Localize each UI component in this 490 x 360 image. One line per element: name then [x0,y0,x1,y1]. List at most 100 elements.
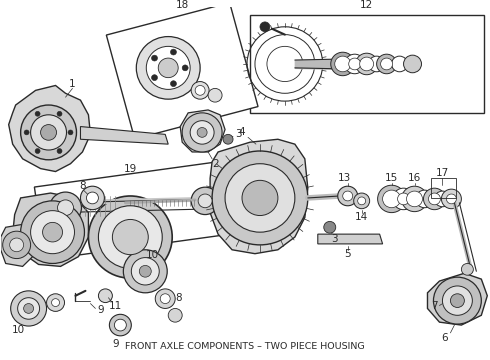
Circle shape [416,190,434,208]
Circle shape [392,188,415,210]
Circle shape [335,56,351,72]
Circle shape [442,286,472,315]
Circle shape [428,193,441,205]
Circle shape [49,192,81,223]
Circle shape [462,264,473,275]
Circle shape [57,200,74,216]
Circle shape [98,206,162,268]
Circle shape [18,298,40,319]
Circle shape [441,189,462,209]
Circle shape [171,49,176,55]
Text: 16: 16 [408,174,421,183]
Polygon shape [427,273,488,325]
Circle shape [30,211,74,254]
Circle shape [435,191,450,207]
Circle shape [57,149,62,153]
Circle shape [136,37,200,99]
Circle shape [89,196,172,278]
Circle shape [114,319,126,331]
Circle shape [35,149,40,153]
Circle shape [198,194,212,208]
Text: 12: 12 [360,0,373,10]
Circle shape [197,127,207,137]
Circle shape [30,115,67,150]
Circle shape [47,294,65,311]
Circle shape [223,134,233,144]
Circle shape [331,52,355,76]
Text: 10: 10 [12,325,25,335]
Circle shape [242,180,278,216]
Circle shape [160,294,170,303]
Circle shape [446,194,456,204]
Circle shape [324,221,336,233]
Circle shape [450,294,465,307]
Circle shape [191,187,219,215]
Text: 15: 15 [385,174,398,183]
Text: 4: 4 [239,127,245,138]
Text: 17: 17 [436,168,449,179]
Circle shape [208,89,222,102]
Circle shape [168,309,182,322]
Circle shape [131,258,159,285]
Circle shape [155,289,175,309]
Circle shape [43,222,63,242]
Text: FRONT AXLE COMPONENTS – TWO PIECE HOUSING: FRONT AXLE COMPONENTS – TWO PIECE HOUSIN… [125,342,365,351]
Circle shape [112,220,148,255]
Circle shape [345,54,365,74]
Text: 5: 5 [344,249,351,259]
Circle shape [225,164,295,232]
Polygon shape [318,234,383,244]
Circle shape [354,193,369,209]
Circle shape [10,238,24,252]
Circle shape [195,85,205,95]
Circle shape [86,192,98,204]
Circle shape [51,299,59,306]
Polygon shape [13,193,89,266]
Polygon shape [80,127,168,144]
Bar [250,15,484,113]
Text: 3: 3 [331,234,338,244]
Circle shape [349,58,361,70]
Circle shape [182,65,188,71]
Circle shape [368,56,385,72]
Circle shape [57,111,62,116]
Circle shape [358,197,366,205]
Text: 13: 13 [338,174,351,183]
Circle shape [41,125,56,140]
Circle shape [423,188,445,210]
Polygon shape [180,110,225,152]
Circle shape [404,55,421,73]
Circle shape [151,75,157,81]
Circle shape [434,277,481,324]
Circle shape [182,113,222,152]
Circle shape [35,111,40,116]
Polygon shape [34,161,237,260]
Polygon shape [210,139,308,254]
Text: 14: 14 [355,212,368,222]
Circle shape [383,190,400,208]
Circle shape [190,121,214,144]
Circle shape [24,130,29,135]
Text: 7: 7 [431,301,438,311]
Text: 9: 9 [112,339,119,348]
Text: 2: 2 [212,159,219,169]
Circle shape [260,22,270,32]
Text: 8: 8 [175,293,181,303]
Circle shape [80,186,104,210]
Circle shape [397,193,410,205]
Circle shape [338,186,358,206]
Bar [432,179,456,198]
Text: 8: 8 [79,181,86,191]
Circle shape [123,250,167,293]
Circle shape [11,291,47,326]
Circle shape [381,58,392,70]
Circle shape [378,185,406,213]
Circle shape [2,231,30,258]
Text: 1: 1 [69,78,76,89]
Text: 11: 11 [109,301,122,311]
Circle shape [21,105,76,160]
Circle shape [212,151,308,245]
Circle shape [392,56,408,72]
Circle shape [151,55,157,61]
Polygon shape [106,3,258,139]
